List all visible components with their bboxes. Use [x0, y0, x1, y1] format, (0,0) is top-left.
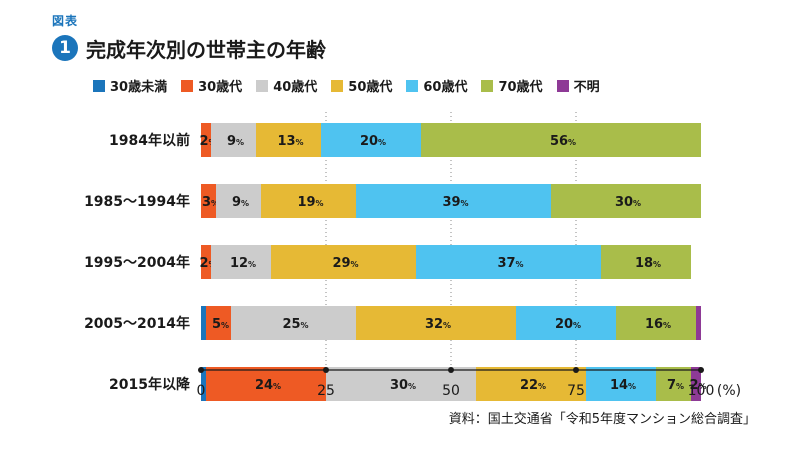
category-label: 1984年以前 [109, 132, 190, 149]
data-label: 2% [689, 378, 706, 393]
legend-swatch [93, 79, 105, 92]
bar-segment [421, 123, 701, 157]
bar-segment [656, 367, 691, 401]
data-label: 9% [227, 134, 244, 149]
x-tick-dot [448, 367, 454, 373]
figure-number-badge: 1 [52, 35, 78, 61]
category-label: 2005～2014年 [84, 315, 190, 332]
data-label: 12% [230, 256, 256, 271]
bar-segment [201, 245, 211, 279]
legend-label: 不明 [573, 80, 600, 95]
x-axis-unit: (%) [717, 383, 741, 399]
data-label: 9% [232, 195, 249, 210]
data-label: 39% [442, 195, 468, 210]
data-label: 16% [645, 317, 671, 332]
legend-item: 不明 [556, 76, 600, 95]
legend-swatch [481, 79, 494, 92]
legend-item: 70歳代 [481, 76, 543, 95]
bar-segment [516, 306, 616, 340]
data-label: 19% [297, 195, 323, 210]
legend-item: 30歳未満 [93, 76, 167, 95]
bar-segment [356, 184, 551, 218]
legend-swatch [331, 79, 344, 92]
data-label: 13% [277, 134, 303, 149]
category-label: 1985～1994年 [84, 193, 190, 210]
data-label: 7% [667, 378, 684, 393]
x-tick-dot [573, 367, 579, 373]
figure-label: 図表 [52, 14, 79, 28]
legend-swatch [406, 79, 419, 92]
bar-segment [211, 123, 256, 157]
data-label: 14% [610, 378, 636, 393]
data-label: 32% [425, 317, 451, 332]
legend-label: 70歳代 [498, 80, 543, 95]
legend-label: 30歳未満 [110, 80, 168, 95]
data-label: 37% [497, 256, 523, 271]
data-label: 22% [520, 378, 546, 393]
x-tick-label: 75 [567, 383, 585, 399]
bar-segment [211, 245, 271, 279]
legend-item: 30歳代 [181, 76, 242, 95]
bar-segment [416, 245, 601, 279]
chart-title: 完成年次別の世帯主の年齢 [86, 38, 326, 62]
bar-segment [696, 306, 701, 340]
bar-segment [356, 306, 516, 340]
data-label: 5% [212, 317, 229, 332]
bar-segment [551, 184, 701, 218]
data-label: 29% [332, 256, 358, 271]
bar-segment [616, 306, 696, 340]
bar-segment [321, 123, 421, 157]
data-label: 20% [360, 134, 386, 149]
bar-segment [206, 306, 231, 340]
bar-segment [476, 367, 586, 401]
x-tick-label: 0 [197, 383, 206, 399]
x-tick-label: 50 [442, 383, 460, 399]
legend-item: 50歳代 [331, 76, 392, 95]
data-label: 25% [282, 317, 308, 332]
chart-legend: 30歳未満 30歳代 40歳代 50歳代 60歳代 70歳代 不明 [93, 76, 600, 95]
source-note: 資料：国土交通省「令和5年度マンション総合調査」 [448, 412, 756, 427]
legend-item: 40歳代 [256, 76, 317, 95]
x-tick-dot [323, 367, 329, 373]
x-tick-dot [698, 367, 704, 373]
bar-segment [201, 367, 206, 401]
data-label: 56% [550, 134, 576, 149]
x-tick-label: 25 [317, 383, 335, 399]
legend-label: 30歳代 [198, 80, 243, 95]
legend-label: 40歳代 [273, 80, 318, 95]
bar-segment [586, 367, 656, 401]
bar-segment [206, 367, 326, 401]
category-label: 2015年以降 [109, 376, 191, 393]
bar-segment [231, 306, 356, 340]
bar-segment [691, 367, 701, 401]
x-tick-label: 100 [688, 383, 715, 399]
data-label: 30% [615, 195, 641, 210]
data-label: 24% [255, 378, 281, 393]
bar-segment [201, 306, 206, 340]
legend-label: 60歳代 [423, 80, 468, 95]
data-label: 20% [555, 317, 581, 332]
legend-swatch [256, 79, 269, 92]
legend-swatch [181, 79, 194, 92]
bar-segment [271, 245, 416, 279]
data-label: 3% [202, 195, 219, 210]
legend-label: 50歳代 [348, 80, 393, 95]
data-label: 18% [635, 256, 661, 271]
bar-segment [601, 245, 691, 279]
legend-item: 60歳代 [406, 76, 467, 95]
bar-segment [201, 184, 216, 218]
category-label: 1995～2004年 [84, 254, 190, 271]
bar-segment [201, 123, 211, 157]
bar-segment [216, 184, 261, 218]
legend-swatch [556, 79, 569, 92]
x-tick-dot [198, 367, 204, 373]
bar-segment [256, 123, 321, 157]
bar-segment [261, 184, 356, 218]
data-label: 30% [390, 378, 416, 393]
